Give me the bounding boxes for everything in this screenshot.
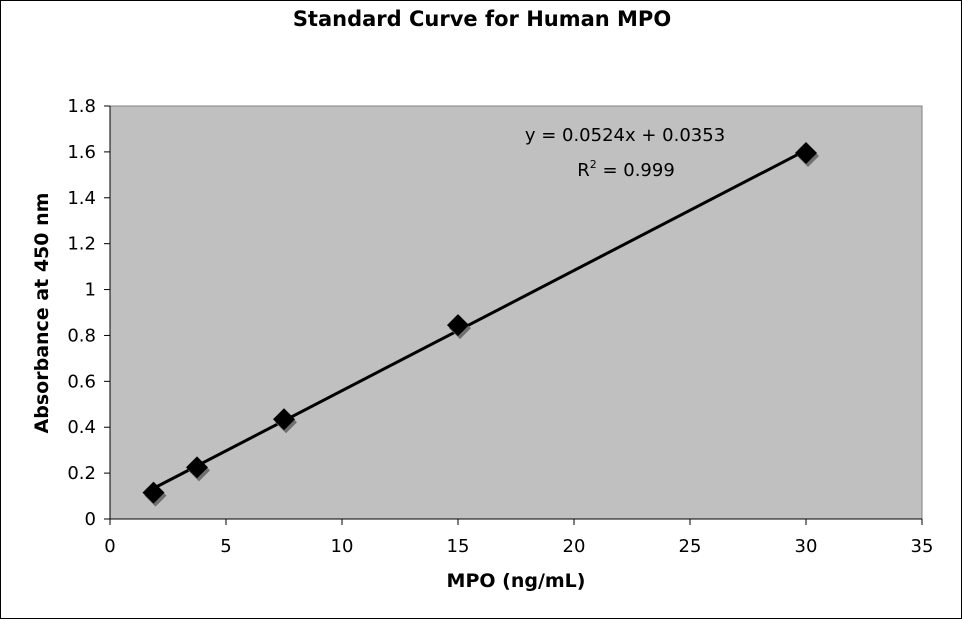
trendline-equation: y = 0.0524x + 0.0353	[525, 125, 725, 146]
x-tick-label: 25	[679, 536, 702, 557]
r-squared-exponent: 2	[590, 158, 597, 171]
x-tick-label: 5	[220, 536, 231, 557]
y-axis-title: Absorbance at 450 nm	[31, 193, 53, 434]
data-point	[795, 142, 817, 165]
y-tick-label: 0.8	[67, 325, 96, 346]
y-tick-label: 0	[85, 509, 96, 530]
y-tick-label: 1.4	[67, 188, 96, 209]
plot-area	[109, 105, 923, 520]
x-tick-label: 10	[331, 536, 354, 557]
y-tick-label: 1.2	[67, 234, 96, 255]
y-tick-label: 0.4	[67, 417, 96, 438]
y-tick-label: 0.2	[67, 463, 96, 484]
x-axis: 0 5 10 15 20 25 30 35	[104, 518, 934, 557]
y-tick-label: 1.6	[67, 142, 96, 163]
r-squared-symbol: R	[577, 160, 590, 181]
x-tick-label: 30	[795, 536, 818, 557]
x-tick-label: 35	[911, 536, 934, 557]
data-point	[142, 481, 165, 504]
x-tick-label: 20	[563, 536, 586, 557]
x-tick-label: 15	[447, 536, 470, 557]
data-point	[447, 314, 469, 337]
trendline	[152, 148, 807, 490]
data-point	[273, 408, 295, 431]
y-tick-label: 1	[85, 280, 96, 301]
y-axis: 0 0.2 0.4 0.6 0.8 1 1.2 1.4 1.6 1.8	[67, 96, 111, 530]
x-tick-label: 0	[104, 536, 115, 557]
x-axis-title: MPO (ng/mL)	[447, 570, 586, 592]
r-squared-value: = 0.999	[597, 160, 675, 181]
y-tick-label: 0.6	[67, 371, 96, 392]
r-squared-label: R2 = 0.999	[577, 158, 675, 181]
data-points	[142, 142, 819, 507]
y-tick-label: 1.8	[67, 96, 96, 117]
data-point	[186, 456, 208, 479]
chart-title: Standard Curve for Human MPO	[293, 7, 671, 31]
